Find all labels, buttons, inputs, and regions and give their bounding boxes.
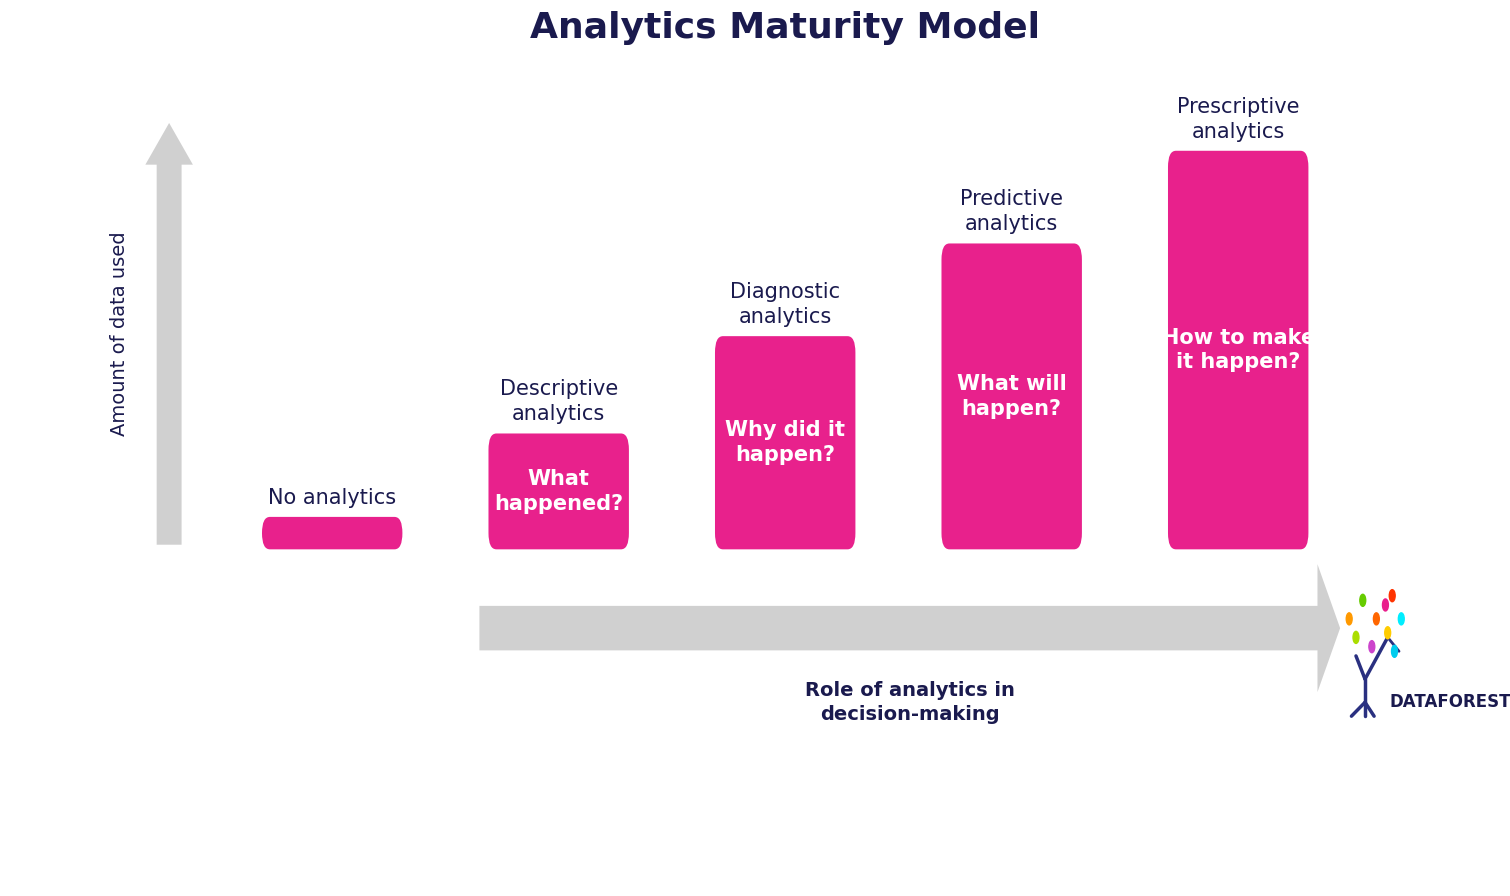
- Circle shape: [1361, 594, 1365, 607]
- Text: How to make
it happen?: How to make it happen?: [1161, 328, 1315, 373]
- Text: Prescriptive
analytics: Prescriptive analytics: [1176, 97, 1300, 142]
- FancyBboxPatch shape: [1169, 151, 1309, 549]
- Text: No analytics: No analytics: [269, 487, 396, 508]
- Text: Descriptive
analytics: Descriptive analytics: [500, 379, 618, 424]
- FancyBboxPatch shape: [489, 434, 630, 549]
- Text: Diagnostic
analytics: Diagnostic analytics: [731, 282, 840, 327]
- Polygon shape: [479, 564, 1341, 692]
- Text: DATAFOREST: DATAFOREST: [1389, 694, 1510, 711]
- Circle shape: [1398, 613, 1404, 625]
- Circle shape: [1370, 641, 1374, 652]
- Text: Amount of data used: Amount of data used: [110, 231, 128, 436]
- Circle shape: [1353, 632, 1359, 643]
- Text: Why did it
happen?: Why did it happen?: [725, 420, 846, 465]
- Title: Analytics Maturity Model: Analytics Maturity Model: [530, 11, 1040, 45]
- Text: Role of analytics in
decision-making: Role of analytics in decision-making: [805, 682, 1015, 724]
- FancyBboxPatch shape: [942, 244, 1081, 549]
- Circle shape: [1347, 613, 1351, 625]
- Text: Predictive
analytics: Predictive analytics: [960, 189, 1063, 234]
- Circle shape: [1385, 626, 1391, 639]
- FancyBboxPatch shape: [716, 336, 855, 549]
- Circle shape: [1383, 599, 1388, 611]
- FancyBboxPatch shape: [263, 517, 403, 549]
- Text: What
happened?: What happened?: [494, 469, 624, 513]
- Circle shape: [1374, 613, 1379, 625]
- Text: What will
happen?: What will happen?: [957, 374, 1066, 418]
- Circle shape: [1389, 590, 1395, 602]
- Circle shape: [1392, 645, 1397, 658]
- Polygon shape: [145, 123, 193, 545]
